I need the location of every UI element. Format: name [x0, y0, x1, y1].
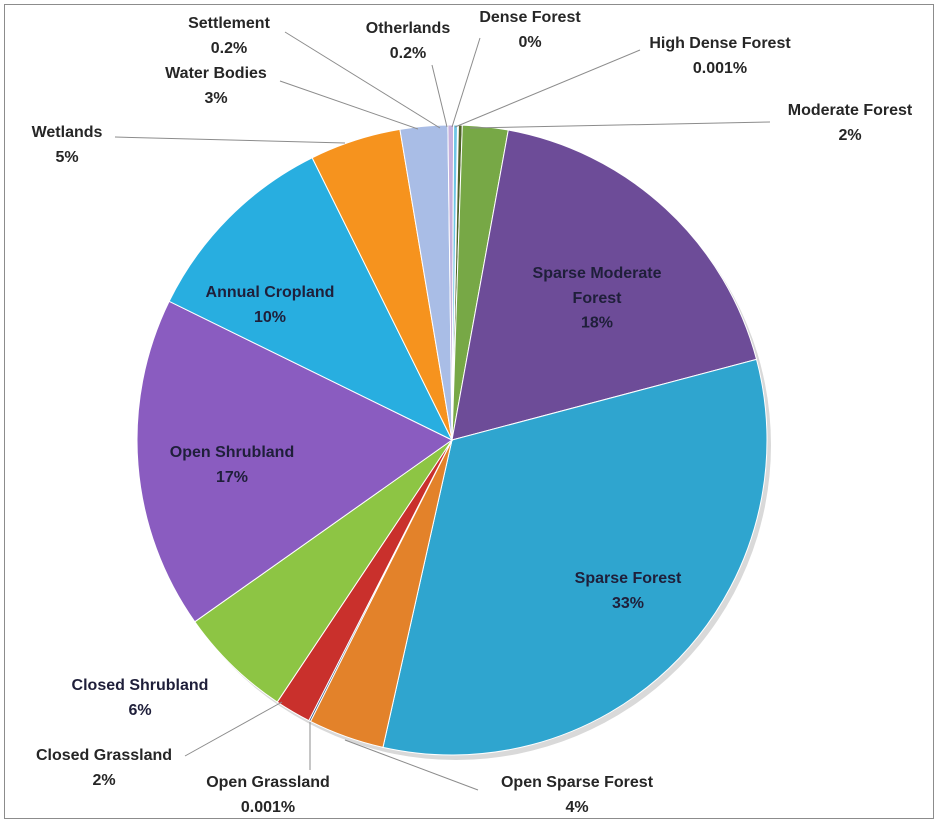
leader-line-dense-forest	[451, 37, 481, 128]
slice-label-moderate-forest: Moderate Forest 2%	[788, 102, 913, 144]
slice-label-open-grassland: Open Grassland 0.001%	[206, 774, 330, 816]
slice-label-sparse-forest: Sparse Forest 33%	[575, 570, 682, 612]
slice-label-closed-grassland: Closed Grassland 2%	[36, 747, 172, 789]
leader-line-otherlands	[431, 64, 448, 128]
pie-slice-otherlands	[451, 124, 459, 441]
leader-line-high-dense-forest	[454, 49, 641, 128]
slice-label-open-sparse-forest: Open Sparse Forest 4%	[501, 774, 654, 816]
pie-slice-annual-cropland	[168, 157, 454, 442]
leader-line-wetlands	[114, 136, 346, 144]
slice-label-dense-forest: Dense Forest 0%	[479, 9, 581, 51]
pie-slice-sparse-forest	[382, 358, 768, 756]
slice-label-settlement: Settlement 0.2%	[188, 15, 270, 57]
slice-label-wetlands: Wetlands 5%	[32, 124, 103, 166]
leader-line-settlement	[284, 31, 441, 129]
leader-line-closed-grassland	[184, 701, 283, 757]
pie-slice-sparse-moderate-forest	[451, 129, 758, 441]
leader-line-water-bodies	[279, 80, 419, 130]
slice-label-sparse-moderate-forest: Sparse Moderate Forest 18%	[533, 265, 662, 332]
slice-label-otherlands: Otherlands 0.2%	[366, 20, 451, 62]
slice-label-open-shrubland: Open Shrubland 17%	[170, 444, 294, 486]
slice-label-annual-cropland: Annual Cropland 10%	[206, 284, 335, 326]
leader-line-open-sparse-forest	[344, 739, 479, 791]
leader-line-moderate-forest	[469, 121, 771, 129]
slice-label-high-dense-forest: High Dense Forest 0.001%	[649, 35, 791, 77]
slice-label-water-bodies: Water Bodies 3%	[165, 65, 267, 107]
slice-label-closed-shrubland: Closed Shrubland 6%	[72, 677, 209, 719]
pie-slice-open-shrubland	[136, 300, 453, 623]
